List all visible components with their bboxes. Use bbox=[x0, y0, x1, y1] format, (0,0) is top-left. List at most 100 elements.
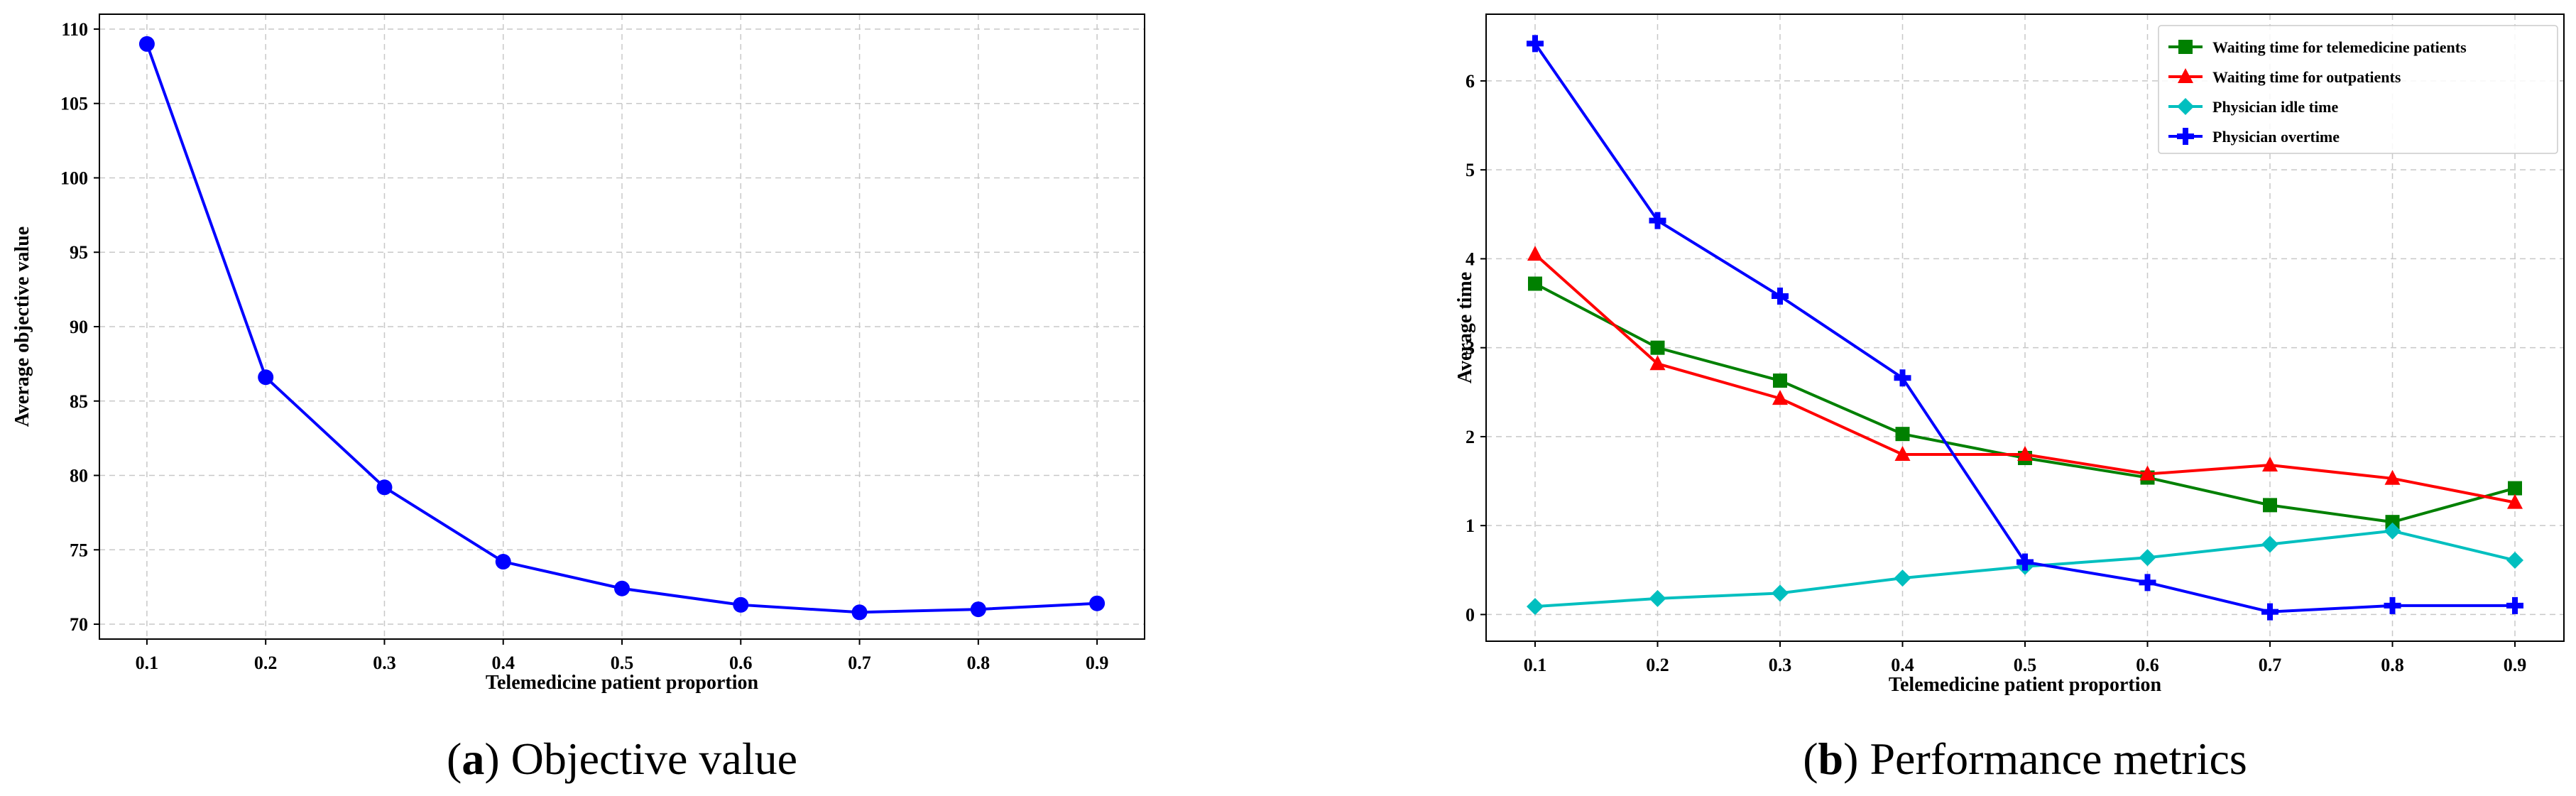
y-tick-label: 75 bbox=[70, 540, 88, 560]
legend-entry: Physician idle time bbox=[2212, 98, 2338, 116]
data-point bbox=[2139, 465, 2156, 481]
x-tick-label: 0.9 bbox=[2504, 655, 2527, 675]
data-point bbox=[851, 604, 868, 621]
panel-caption: (a) Objective value bbox=[447, 734, 797, 784]
chart-panel-b: 0.1 0.2 0.3 0.4 0.5 0.6 0.7 0.8 0.9 0 1 2 3 4 5 6 Teleme… bbox=[1454, 13, 2565, 784]
data-point bbox=[376, 479, 393, 496]
x-tick-label: 0.1 bbox=[136, 653, 159, 673]
data-point bbox=[733, 596, 749, 613]
data-point bbox=[1772, 584, 1789, 602]
data-point bbox=[1649, 212, 1666, 229]
data-point bbox=[2016, 553, 2034, 571]
x-tick-label: 0.3 bbox=[373, 653, 396, 673]
y-tick-label: 4 bbox=[1466, 249, 1475, 269]
chart-panel-a: 0.1 0.2 0.3 0.4 0.5 0.6 0.7 0.8 0.9 70 75 80 85 90 95 1… bbox=[11, 13, 1145, 784]
caption-paren: ( bbox=[1803, 734, 1818, 784]
data-point bbox=[2139, 574, 2156, 591]
data-point bbox=[970, 601, 986, 618]
x-tick-label: 0.8 bbox=[2381, 655, 2404, 675]
data-point bbox=[1772, 288, 1789, 305]
legend-swatch-marker bbox=[2177, 98, 2194, 115]
data-point bbox=[2384, 596, 2401, 614]
data-point bbox=[1089, 595, 1106, 611]
data-point bbox=[614, 580, 630, 596]
x-tick-label: 0.5 bbox=[611, 653, 634, 673]
x-tick-label: 0.6 bbox=[2136, 655, 2159, 675]
legend-swatch-marker bbox=[2177, 128, 2194, 145]
panel-caption: (b) Performance metrics bbox=[1803, 734, 2247, 784]
data-point bbox=[2384, 469, 2401, 485]
caption-paren: ) bbox=[484, 734, 511, 784]
legend-entry: Physician overtime bbox=[2212, 128, 2340, 146]
y-tick-label: 95 bbox=[70, 242, 88, 263]
data-point bbox=[2262, 457, 2278, 472]
y-tick-label: 85 bbox=[70, 391, 88, 412]
y-tick-label: 90 bbox=[70, 317, 88, 337]
caption-text: Objective value bbox=[511, 734, 797, 784]
data-point bbox=[258, 369, 274, 386]
data-point bbox=[2261, 603, 2278, 621]
series-1 bbox=[1527, 246, 2523, 509]
y-axis-label: Average objective value bbox=[11, 227, 33, 427]
x-tick-label: 0.7 bbox=[848, 653, 871, 673]
x-tick-label: 0.1 bbox=[1524, 655, 1547, 675]
x-tick-label: 0.5 bbox=[2014, 655, 2037, 675]
data-point bbox=[1894, 569, 1911, 587]
data-point bbox=[1527, 598, 1544, 616]
x-tick-label: 0.2 bbox=[254, 653, 278, 673]
data-point bbox=[1649, 355, 1666, 371]
x-tick-label: 0.3 bbox=[1769, 655, 1792, 675]
data-point bbox=[2385, 515, 2400, 530]
y-tick-label: 3 bbox=[1466, 338, 1475, 359]
x-tick-label: 0.4 bbox=[491, 653, 515, 673]
x-tick-label: 0.6 bbox=[729, 653, 753, 673]
data-point bbox=[2384, 522, 2401, 540]
x-tick-label: 0.2 bbox=[1646, 655, 1669, 675]
caption-paren: ) bbox=[1843, 734, 1870, 784]
data-point bbox=[1772, 390, 1788, 405]
caption-letter: a bbox=[462, 734, 484, 784]
x-tick-label: 0.7 bbox=[2259, 655, 2282, 675]
data-point bbox=[2507, 494, 2523, 509]
y-tick-label: 1 bbox=[1466, 516, 1475, 536]
data-point bbox=[495, 554, 511, 570]
series-0 bbox=[138, 36, 1106, 621]
x-axis-label: Telemedicine patient proportion bbox=[486, 672, 759, 694]
data-point bbox=[2506, 596, 2523, 614]
legend-box bbox=[2158, 25, 2558, 154]
legend-swatch-marker bbox=[2178, 40, 2193, 54]
series-3 bbox=[1527, 35, 2523, 621]
y-tick-label: 110 bbox=[61, 19, 88, 40]
y-tick-label: 80 bbox=[70, 466, 88, 486]
x-tick-label: 0.8 bbox=[967, 653, 990, 673]
data-point bbox=[2263, 498, 2277, 513]
data-point bbox=[1527, 35, 1544, 53]
data-point bbox=[2017, 445, 2033, 461]
y-tick-label: 6 bbox=[1466, 71, 1475, 92]
data-point bbox=[2261, 535, 2278, 553]
y-tick-label: 70 bbox=[70, 614, 88, 635]
data-point bbox=[1649, 589, 1666, 607]
data-point bbox=[1894, 445, 1911, 461]
y-tick-label: 100 bbox=[60, 168, 88, 188]
legend-entry: Waiting time for outpatients bbox=[2212, 68, 2401, 86]
caption-letter: b bbox=[1818, 734, 1844, 784]
legend-entry: Waiting time for telemedicine patients bbox=[2212, 38, 2467, 56]
y-tick-label: 105 bbox=[60, 94, 88, 114]
data-point bbox=[1895, 427, 1910, 442]
data-point bbox=[2139, 549, 2156, 567]
legend-swatch-marker bbox=[2178, 68, 2193, 83]
data-point bbox=[138, 36, 155, 52]
data-point bbox=[1894, 369, 1911, 387]
y-tick-label: 5 bbox=[1466, 160, 1475, 180]
data-point bbox=[1528, 276, 1542, 291]
data-point bbox=[1773, 374, 1787, 388]
caption-text: Performance metrics bbox=[1870, 734, 2247, 784]
data-point bbox=[2508, 481, 2522, 496]
data-point bbox=[2506, 552, 2523, 569]
legend: Waiting time for telemedicine patients Wa… bbox=[2158, 25, 2558, 154]
x-axis-label: Telemedicine patient proportion bbox=[1889, 674, 2162, 696]
x-tick-label: 0.4 bbox=[1891, 655, 1914, 675]
y-tick-label: 2 bbox=[1466, 427, 1475, 447]
